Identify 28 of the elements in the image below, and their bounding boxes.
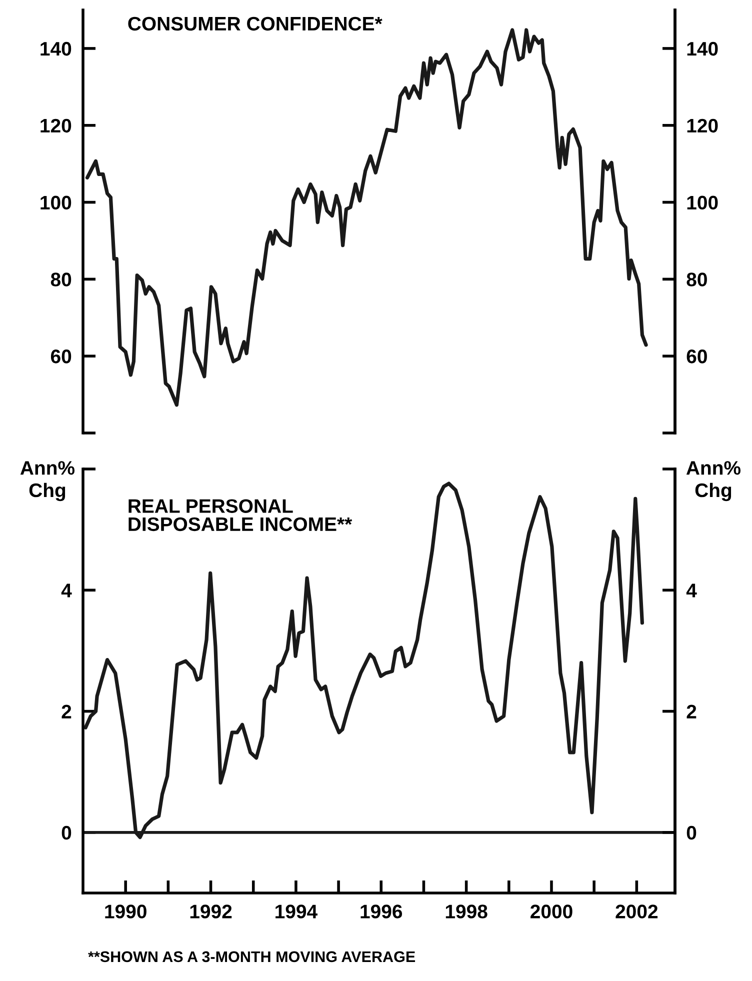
x-tick-label: 2002 — [616, 904, 658, 918]
y2-tick-label: 120 — [687, 118, 718, 133]
text: **SHOWN AS A 3-MONTH MOVING AVERAGE — [88, 951, 416, 962]
y2-tick-label: 80 — [686, 272, 707, 286]
x-tick-label: 1992 — [190, 904, 232, 918]
x-tick-label: 1998 — [446, 904, 488, 918]
y-tick-label: 2 — [62, 704, 72, 718]
y2-tick-label: 0 — [686, 826, 696, 840]
y2-tick-label: 2 — [686, 704, 696, 718]
x-tick-label: 1990 — [105, 904, 146, 918]
x-tick-label: 2000 — [530, 904, 572, 918]
y2-tick-label: 4 — [686, 584, 697, 598]
text: REAL PERSONAL DISPOSABLE INCOME** — [128, 499, 352, 532]
x-tick-label: 1994 — [276, 904, 318, 918]
y-tick-label: 0 — [62, 826, 72, 840]
y-tick-label: 100 — [40, 196, 72, 210]
y-tick-label: 60 — [50, 350, 72, 364]
y-tick-label: 120 — [40, 118, 72, 133]
x-tick-label: 1996 — [360, 904, 402, 918]
y-tick-label: 4 — [61, 584, 72, 598]
y-axis-title: Ann% Chg — [20, 461, 75, 502]
y-tick-label: 80 — [50, 272, 72, 286]
y2-tick-label: 100 — [687, 196, 718, 210]
y2-tick-label: 60 — [686, 350, 707, 364]
chart-title: CONSUMER CONFIDENCE* — [128, 16, 382, 31]
y-tick-label: 140 — [40, 42, 72, 56]
y2-axis-title: Ann% Chg — [686, 461, 741, 502]
y2-tick-label: 140 — [687, 42, 718, 56]
